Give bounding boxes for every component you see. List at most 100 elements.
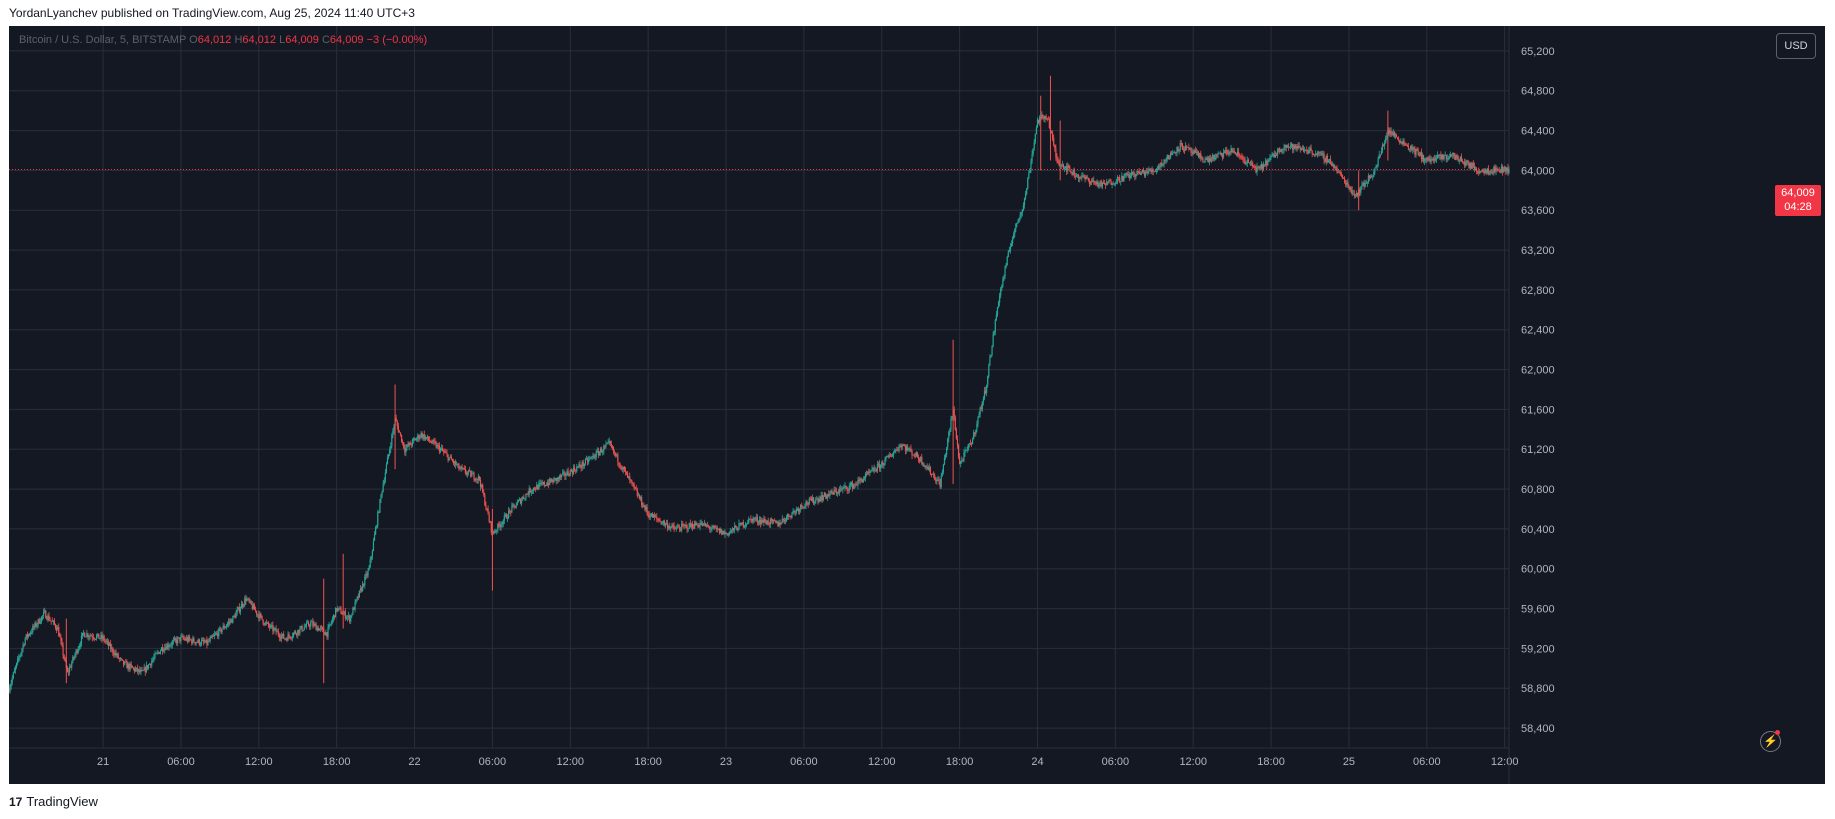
candle bbox=[462, 467, 464, 471]
candle-body bbox=[1148, 168, 1150, 172]
candle bbox=[1386, 132, 1388, 141]
candle-body bbox=[1046, 118, 1048, 119]
price-chart[interactable]: 58,40058,80059,20059,60060,00060,40060,8… bbox=[9, 26, 1825, 784]
candle-body bbox=[869, 471, 871, 473]
candle bbox=[856, 481, 858, 486]
candle bbox=[356, 596, 358, 602]
footer-brand[interactable]: 17 TradingView bbox=[9, 794, 98, 809]
candle-body bbox=[176, 639, 178, 644]
candle-body bbox=[810, 499, 813, 501]
candle-body bbox=[1257, 166, 1259, 168]
candle-body bbox=[736, 527, 738, 531]
candle bbox=[1494, 164, 1496, 174]
candle-body bbox=[1218, 152, 1220, 154]
legend-symbol[interactable]: Bitcoin / U.S. Dollar, 5, BITSTAMP bbox=[19, 34, 187, 46]
candle bbox=[1408, 148, 1411, 152]
candle-body bbox=[25, 634, 27, 639]
candle bbox=[655, 513, 657, 518]
candle bbox=[625, 471, 628, 476]
candle-body bbox=[376, 525, 378, 528]
candle-body bbox=[991, 346, 993, 355]
candle bbox=[1217, 151, 1219, 158]
candle-body bbox=[1301, 148, 1304, 150]
candle-body bbox=[275, 628, 277, 633]
candle-body bbox=[978, 413, 980, 418]
candle-body bbox=[1321, 152, 1323, 155]
candle bbox=[1373, 168, 1375, 178]
candle-body bbox=[408, 442, 410, 447]
candle bbox=[889, 452, 891, 457]
candle-body bbox=[407, 444, 409, 447]
candle bbox=[1360, 185, 1362, 196]
candle bbox=[564, 470, 566, 480]
candle-body bbox=[711, 528, 713, 530]
candle bbox=[925, 465, 927, 471]
candle bbox=[844, 482, 846, 492]
candle-body bbox=[831, 490, 833, 493]
candle-body bbox=[1400, 141, 1402, 144]
candle bbox=[25, 634, 27, 640]
candle-body bbox=[201, 640, 204, 641]
candle bbox=[505, 512, 508, 519]
candle bbox=[1003, 274, 1005, 282]
candle bbox=[1169, 151, 1172, 160]
candle bbox=[1433, 154, 1435, 164]
candle-body bbox=[1169, 153, 1172, 159]
candle-body bbox=[1499, 171, 1501, 173]
candle bbox=[896, 446, 898, 452]
candle bbox=[47, 613, 49, 623]
candle bbox=[616, 453, 618, 458]
candle bbox=[1009, 243, 1012, 254]
candle bbox=[363, 583, 365, 588]
candle bbox=[1226, 146, 1228, 156]
chart-panel[interactable]: 58,400 58,800 59,200 59,600 60,000 60,400 60,8… bbox=[9, 26, 1825, 784]
candle bbox=[1213, 154, 1215, 162]
candle-body bbox=[363, 583, 365, 586]
candle-body bbox=[509, 510, 511, 512]
candle-body bbox=[187, 636, 190, 642]
candle-body bbox=[561, 474, 563, 478]
candle-body bbox=[436, 445, 438, 448]
candle-body bbox=[252, 604, 255, 610]
lightning-icon[interactable]: ⚡ bbox=[1760, 731, 1781, 752]
symbol-legend[interactable]: Bitcoin / U.S. Dollar, 5, BITSTAMP O64,0… bbox=[19, 34, 427, 46]
candle-body bbox=[1506, 167, 1508, 172]
currency-button[interactable]: USD bbox=[1776, 33, 1816, 59]
candle bbox=[1296, 143, 1298, 152]
candle-body bbox=[576, 467, 578, 472]
candle-body bbox=[920, 456, 922, 462]
candle bbox=[1284, 144, 1286, 151]
candle-body bbox=[652, 514, 655, 518]
candle bbox=[249, 598, 251, 604]
candle bbox=[1219, 150, 1221, 156]
candle bbox=[776, 519, 778, 524]
candle-body bbox=[1342, 177, 1345, 179]
candle bbox=[1100, 179, 1102, 189]
candle bbox=[39, 618, 41, 625]
candle bbox=[275, 625, 277, 636]
candle bbox=[662, 519, 664, 527]
candle-body bbox=[655, 516, 657, 518]
candle bbox=[658, 517, 660, 523]
candle-body bbox=[590, 457, 592, 459]
candle bbox=[1460, 153, 1463, 162]
candle-body bbox=[336, 607, 338, 611]
candle bbox=[1276, 147, 1279, 159]
candle-body bbox=[1227, 153, 1229, 155]
candle-body bbox=[58, 627, 60, 637]
candle bbox=[1072, 168, 1074, 176]
candle bbox=[1406, 143, 1408, 148]
candle-body bbox=[266, 622, 269, 624]
candle bbox=[1196, 149, 1199, 156]
candle bbox=[23, 643, 25, 648]
candle-body bbox=[1015, 223, 1017, 229]
candle bbox=[140, 667, 142, 676]
candle bbox=[1176, 146, 1178, 157]
candle-body bbox=[900, 445, 902, 448]
candle-body bbox=[1378, 154, 1380, 159]
candle-body bbox=[713, 525, 715, 527]
candle-body bbox=[52, 620, 54, 622]
candle bbox=[1504, 165, 1506, 172]
y-tick-label: 59,600 bbox=[1521, 604, 1555, 616]
candle bbox=[916, 451, 919, 458]
